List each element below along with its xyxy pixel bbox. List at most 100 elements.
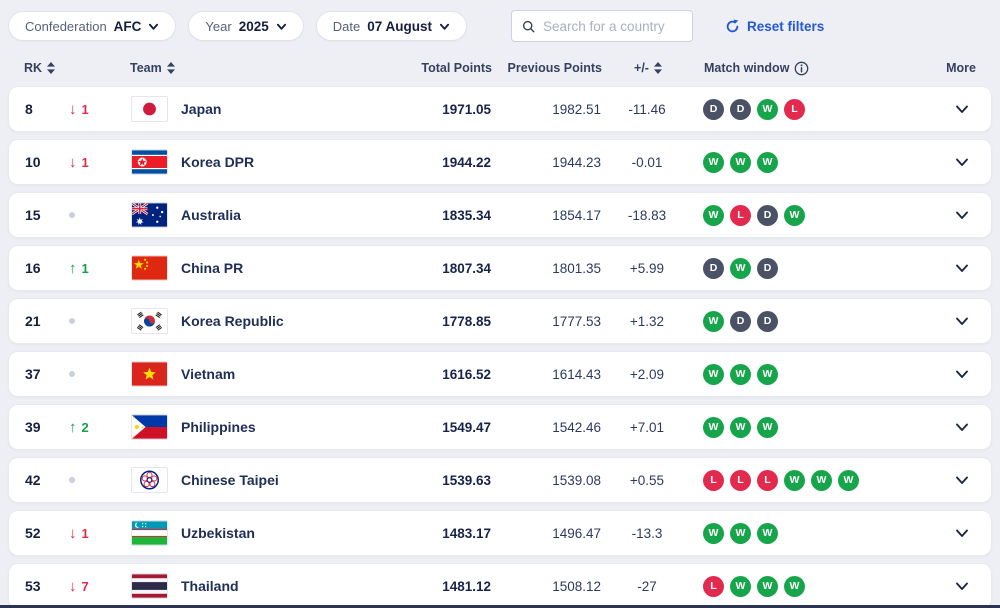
filter-bar: Confederation AFC Year 2025 Date 07 Augu… — [0, 0, 1000, 50]
confederation-filter-dropdown[interactable]: Confederation AFC — [8, 11, 177, 41]
more-cell — [931, 469, 975, 491]
rank-unchanged-icon — [69, 318, 75, 324]
table-row[interactable]: 37 Vietnam 1616.52 1614.43 +2.09 W W W — [8, 351, 992, 397]
table-body: 8 ↓ 1 Japan 1971.05 1982.51 -11.46 D D W L 10 ↓ 1 Kore… — [8, 86, 992, 608]
match-result-badge-w: W — [784, 204, 805, 226]
sort-icon — [653, 62, 662, 74]
team-cell: Vietnam — [131, 361, 391, 387]
table-row[interactable]: 21 Korea Republic 1778.85 1777.53 +1.32 W D D — [8, 298, 992, 344]
search-input[interactable] — [543, 18, 682, 34]
previous-points: 1496.47 — [552, 525, 601, 541]
match-result-badge-w: W — [757, 522, 778, 544]
more-cell — [931, 257, 975, 279]
expand-row-button[interactable] — [951, 575, 973, 597]
chevron-down-icon — [956, 158, 968, 166]
expand-row-button[interactable] — [951, 204, 973, 226]
match-result-badge-w: W — [838, 469, 859, 491]
total-points: 1483.17 — [442, 525, 491, 541]
chevron-down-icon — [956, 476, 968, 484]
reset-icon — [726, 19, 739, 32]
chevron-down-icon — [956, 582, 968, 590]
flag-vietnam-icon — [131, 361, 168, 387]
total-points: 1539.63 — [442, 472, 491, 488]
rank-movement: ↓ 1 — [69, 154, 131, 171]
table-row[interactable]: 39 ↑ 2 Philippines 1549.47 1542.46 +7.01 W W W — [8, 404, 992, 450]
header-team[interactable]: Team — [130, 61, 392, 75]
more-cell — [931, 98, 975, 120]
match-result-badge-w: W — [784, 469, 805, 491]
rank-value: 21 — [25, 313, 41, 329]
table-row[interactable]: 15 Australia 1835.34 1854.17 -18.83 W L D W — [8, 192, 992, 238]
match-result-badge-w: W — [730, 522, 751, 544]
rank-movement: ↑ 1 — [69, 260, 131, 277]
table-row[interactable]: 53 ↓ 7 Thailand 1481.12 1508.12 -27 L W W W — [8, 563, 992, 608]
match-result-badge-w: W — [730, 416, 751, 438]
header-match-window: Match window — [694, 61, 932, 76]
rank-value: 8 — [25, 101, 33, 117]
previous-points: 1982.51 — [552, 101, 601, 117]
flag-japan-icon — [131, 96, 168, 122]
confederation-filter-value: AFC — [113, 18, 142, 34]
year-filter-dropdown[interactable]: Year 2025 — [188, 11, 304, 41]
rank-movement: ↓ 1 — [69, 101, 131, 118]
chevron-down-icon — [276, 23, 286, 30]
rank-movement-value: 1 — [81, 260, 89, 276]
header-rank[interactable]: RK — [24, 61, 68, 75]
expand-row-button[interactable] — [951, 310, 973, 332]
table-row[interactable]: 8 ↓ 1 Japan 1971.05 1982.51 -11.46 D D W L — [8, 86, 992, 132]
chevron-down-icon — [956, 529, 968, 537]
team-name: China PR — [181, 260, 244, 276]
points-delta: -18.83 — [627, 207, 667, 223]
more-cell — [931, 310, 975, 332]
next-row-peek — [0, 605, 1000, 608]
info-icon[interactable] — [794, 61, 809, 76]
match-result-badge-w: W — [757, 575, 778, 597]
match-result-badge-l: L — [703, 469, 724, 491]
table-row[interactable]: 52 ↓ 1 Uzbekistan 1483.17 1496.47 -13.3 W W W — [8, 510, 992, 556]
flag-korea-republic-icon — [131, 308, 168, 334]
expand-row-button[interactable] — [951, 469, 973, 491]
previous-points: 1777.53 — [552, 313, 601, 329]
team-cell: Thailand — [131, 573, 391, 599]
more-cell — [931, 575, 975, 597]
country-search — [510, 10, 693, 42]
expand-row-button[interactable] — [951, 363, 973, 385]
total-points: 1944.22 — [442, 154, 491, 170]
date-filter-dropdown[interactable]: Date 07 August — [315, 11, 467, 41]
match-result-badge-w: W — [703, 151, 724, 173]
reset-filters-button[interactable]: Reset filters — [725, 19, 824, 34]
rank-movement — [69, 477, 131, 483]
sort-icon — [166, 62, 175, 74]
flag-chinese-taipei-icon — [131, 467, 168, 493]
match-result-badge-w: W — [730, 151, 751, 173]
team-cell: Uzbekistan — [131, 520, 391, 546]
expand-row-button[interactable] — [951, 151, 973, 173]
chevron-down-icon — [956, 423, 968, 431]
expand-row-button[interactable] — [951, 257, 973, 279]
table-row[interactable]: 10 ↓ 1 Korea DPR 1944.22 1944.23 -0.01 W W W — [8, 139, 992, 185]
expand-row-button[interactable] — [951, 522, 973, 544]
flag-philippines-icon — [131, 414, 168, 440]
team-name: Philippines — [181, 419, 256, 435]
sort-icon — [47, 62, 56, 74]
team-name: Chinese Taipei — [181, 472, 279, 488]
match-result-badge-d: D — [703, 98, 724, 120]
previous-points: 1508.12 — [552, 578, 601, 594]
header-more: More — [946, 61, 976, 75]
team-name: Japan — [181, 101, 222, 117]
expand-row-button[interactable] — [951, 98, 973, 120]
table-row[interactable]: 42 Chinese Taipei 1539.63 1539.08 +0.55 L L L W W… — [8, 457, 992, 503]
previous-points: 1539.08 — [552, 472, 601, 488]
table-row[interactable]: 16 ↑ 1 China PR 1807.34 1801.35 +5.99 D W D — [8, 245, 992, 291]
header-plus-minus[interactable]: +/- — [602, 61, 694, 75]
chevron-down-icon — [956, 317, 968, 325]
expand-row-button[interactable] — [951, 416, 973, 438]
